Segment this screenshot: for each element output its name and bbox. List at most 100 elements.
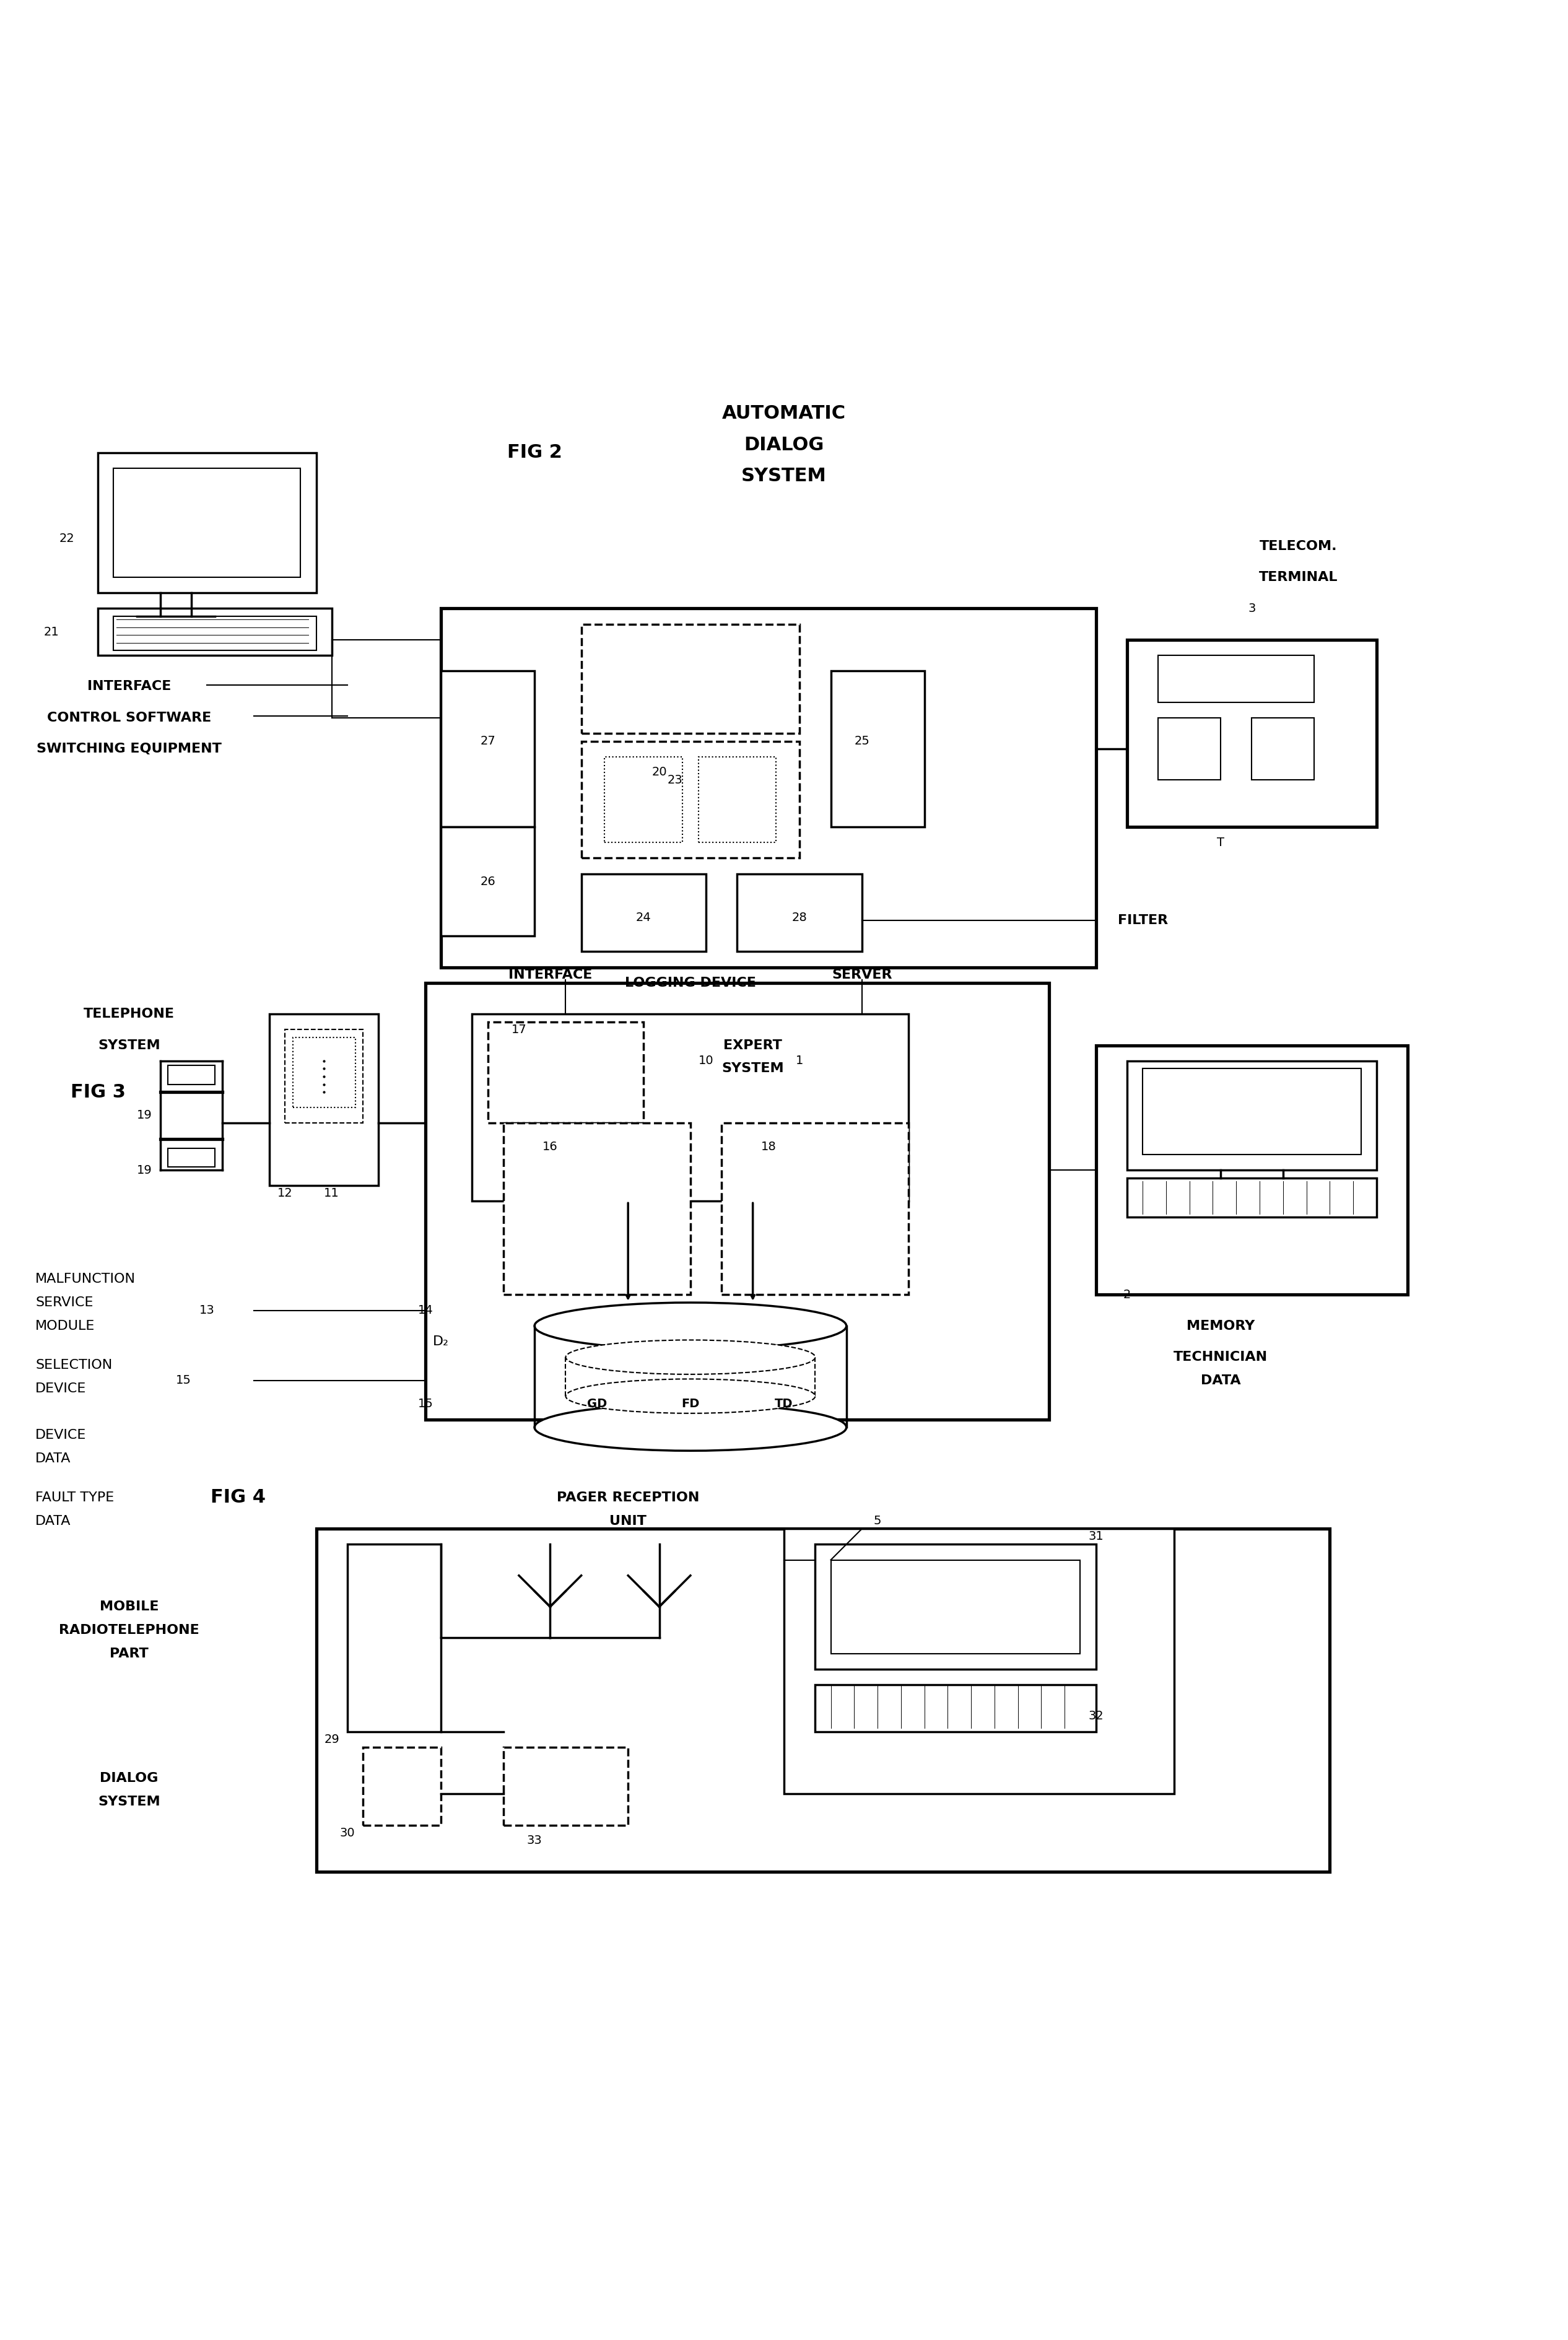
Text: 17: 17: [511, 1023, 527, 1037]
Text: 33: 33: [527, 1835, 543, 1846]
Text: 31: 31: [1088, 1530, 1104, 1542]
Text: SWITCHING EQUIPMENT: SWITCHING EQUIPMENT: [36, 742, 221, 756]
Bar: [503, 1123, 690, 1294]
Bar: [488, 1023, 643, 1123]
Ellipse shape: [566, 1341, 815, 1374]
Bar: [605, 756, 682, 842]
Bar: [441, 608, 1096, 966]
Text: FAULT TYPE: FAULT TYPE: [36, 1491, 114, 1505]
Bar: [1143, 1069, 1361, 1154]
Text: 16: 16: [543, 1140, 558, 1154]
Text: FIG 3: FIG 3: [71, 1083, 125, 1102]
Bar: [815, 1685, 1096, 1732]
Text: 11: 11: [325, 1186, 339, 1200]
Text: PART: PART: [110, 1647, 149, 1659]
Bar: [425, 983, 1049, 1420]
Text: D₂: D₂: [433, 1336, 448, 1348]
Text: FILTER: FILTER: [1118, 915, 1168, 927]
Text: DATA: DATA: [1201, 1374, 1240, 1388]
Text: 32: 32: [1088, 1711, 1104, 1722]
Text: DATA: DATA: [36, 1514, 71, 1528]
Bar: [472, 1013, 909, 1200]
Bar: [721, 1123, 909, 1294]
Text: 19: 19: [136, 1163, 152, 1177]
Text: 13: 13: [199, 1303, 215, 1317]
Text: LOGGING DEVICE: LOGGING DEVICE: [624, 976, 756, 990]
Text: MALFUNCTION: MALFUNCTION: [36, 1273, 136, 1285]
Text: 10: 10: [698, 1055, 713, 1067]
Text: 27: 27: [480, 735, 495, 746]
Bar: [698, 756, 776, 842]
Bar: [97, 452, 317, 592]
Bar: [815, 1544, 1096, 1668]
Text: 22: 22: [60, 534, 74, 545]
Bar: [97, 608, 332, 655]
Text: DATA: DATA: [36, 1453, 71, 1465]
Bar: [348, 1544, 441, 1732]
Bar: [1127, 1060, 1377, 1170]
Text: SYSTEM: SYSTEM: [97, 1795, 160, 1809]
Ellipse shape: [535, 1404, 847, 1451]
Bar: [582, 873, 706, 952]
Text: 26: 26: [480, 875, 495, 887]
Text: SELECTION: SELECTION: [36, 1360, 113, 1371]
Text: DIALOG: DIALOG: [100, 1771, 158, 1785]
Text: 20: 20: [652, 768, 666, 779]
Ellipse shape: [566, 1378, 815, 1413]
Text: UNIT: UNIT: [610, 1514, 646, 1528]
Text: MEMORY: MEMORY: [1187, 1320, 1254, 1331]
Bar: [113, 468, 301, 578]
Bar: [582, 742, 800, 859]
Text: GD: GD: [586, 1397, 607, 1409]
Text: TELECOM.: TELECOM.: [1259, 541, 1338, 552]
Bar: [737, 873, 862, 952]
Text: MODULE: MODULE: [36, 1320, 96, 1331]
Bar: [1159, 718, 1220, 779]
Bar: [270, 1013, 378, 1186]
Text: SERVICE: SERVICE: [36, 1296, 94, 1308]
Text: 15: 15: [176, 1374, 191, 1385]
Text: 25: 25: [855, 735, 870, 746]
Text: TERMINAL: TERMINAL: [1259, 571, 1338, 583]
Bar: [1096, 1046, 1408, 1294]
Text: RADIOTELEPHONE: RADIOTELEPHONE: [60, 1624, 199, 1636]
Text: 29: 29: [325, 1734, 339, 1746]
Text: 21: 21: [44, 627, 60, 639]
Text: MOBILE: MOBILE: [99, 1601, 158, 1612]
Text: T: T: [1217, 838, 1225, 849]
Text: 28: 28: [792, 913, 808, 924]
Text: DEVICE: DEVICE: [36, 1383, 86, 1395]
Text: 18: 18: [760, 1140, 776, 1154]
Text: DEVICE: DEVICE: [36, 1430, 86, 1441]
Bar: [582, 625, 800, 732]
Text: 30: 30: [340, 1828, 354, 1839]
Text: TELEPHONE: TELEPHONE: [83, 1009, 174, 1020]
Text: FIG 4: FIG 4: [210, 1488, 265, 1507]
Bar: [362, 1748, 441, 1825]
Bar: [784, 1528, 1174, 1795]
Text: PAGER RECEPTION: PAGER RECEPTION: [557, 1491, 699, 1505]
Text: CONTROL SOFTWARE: CONTROL SOFTWARE: [47, 711, 212, 723]
Bar: [1127, 1177, 1377, 1217]
Bar: [441, 826, 535, 936]
Text: INTERFACE: INTERFACE: [508, 969, 593, 980]
Text: FIG 2: FIG 2: [506, 445, 561, 461]
Text: 14: 14: [417, 1303, 433, 1317]
Text: DIALOG: DIALOG: [743, 435, 825, 454]
Bar: [1127, 639, 1377, 826]
Bar: [285, 1030, 362, 1123]
Text: 1: 1: [797, 1055, 803, 1067]
Text: SYSTEM: SYSTEM: [97, 1039, 160, 1051]
Text: 23: 23: [666, 775, 682, 786]
Bar: [293, 1037, 356, 1107]
Text: 5: 5: [873, 1514, 881, 1526]
Bar: [831, 1561, 1080, 1654]
Text: SYSTEM: SYSTEM: [742, 468, 826, 484]
Text: 15: 15: [417, 1397, 433, 1409]
Text: TD: TD: [775, 1397, 793, 1409]
Bar: [1251, 718, 1314, 779]
Text: SERVER: SERVER: [831, 969, 892, 980]
Text: FD: FD: [682, 1397, 699, 1409]
Bar: [317, 1528, 1330, 1872]
Text: 19: 19: [136, 1109, 152, 1121]
